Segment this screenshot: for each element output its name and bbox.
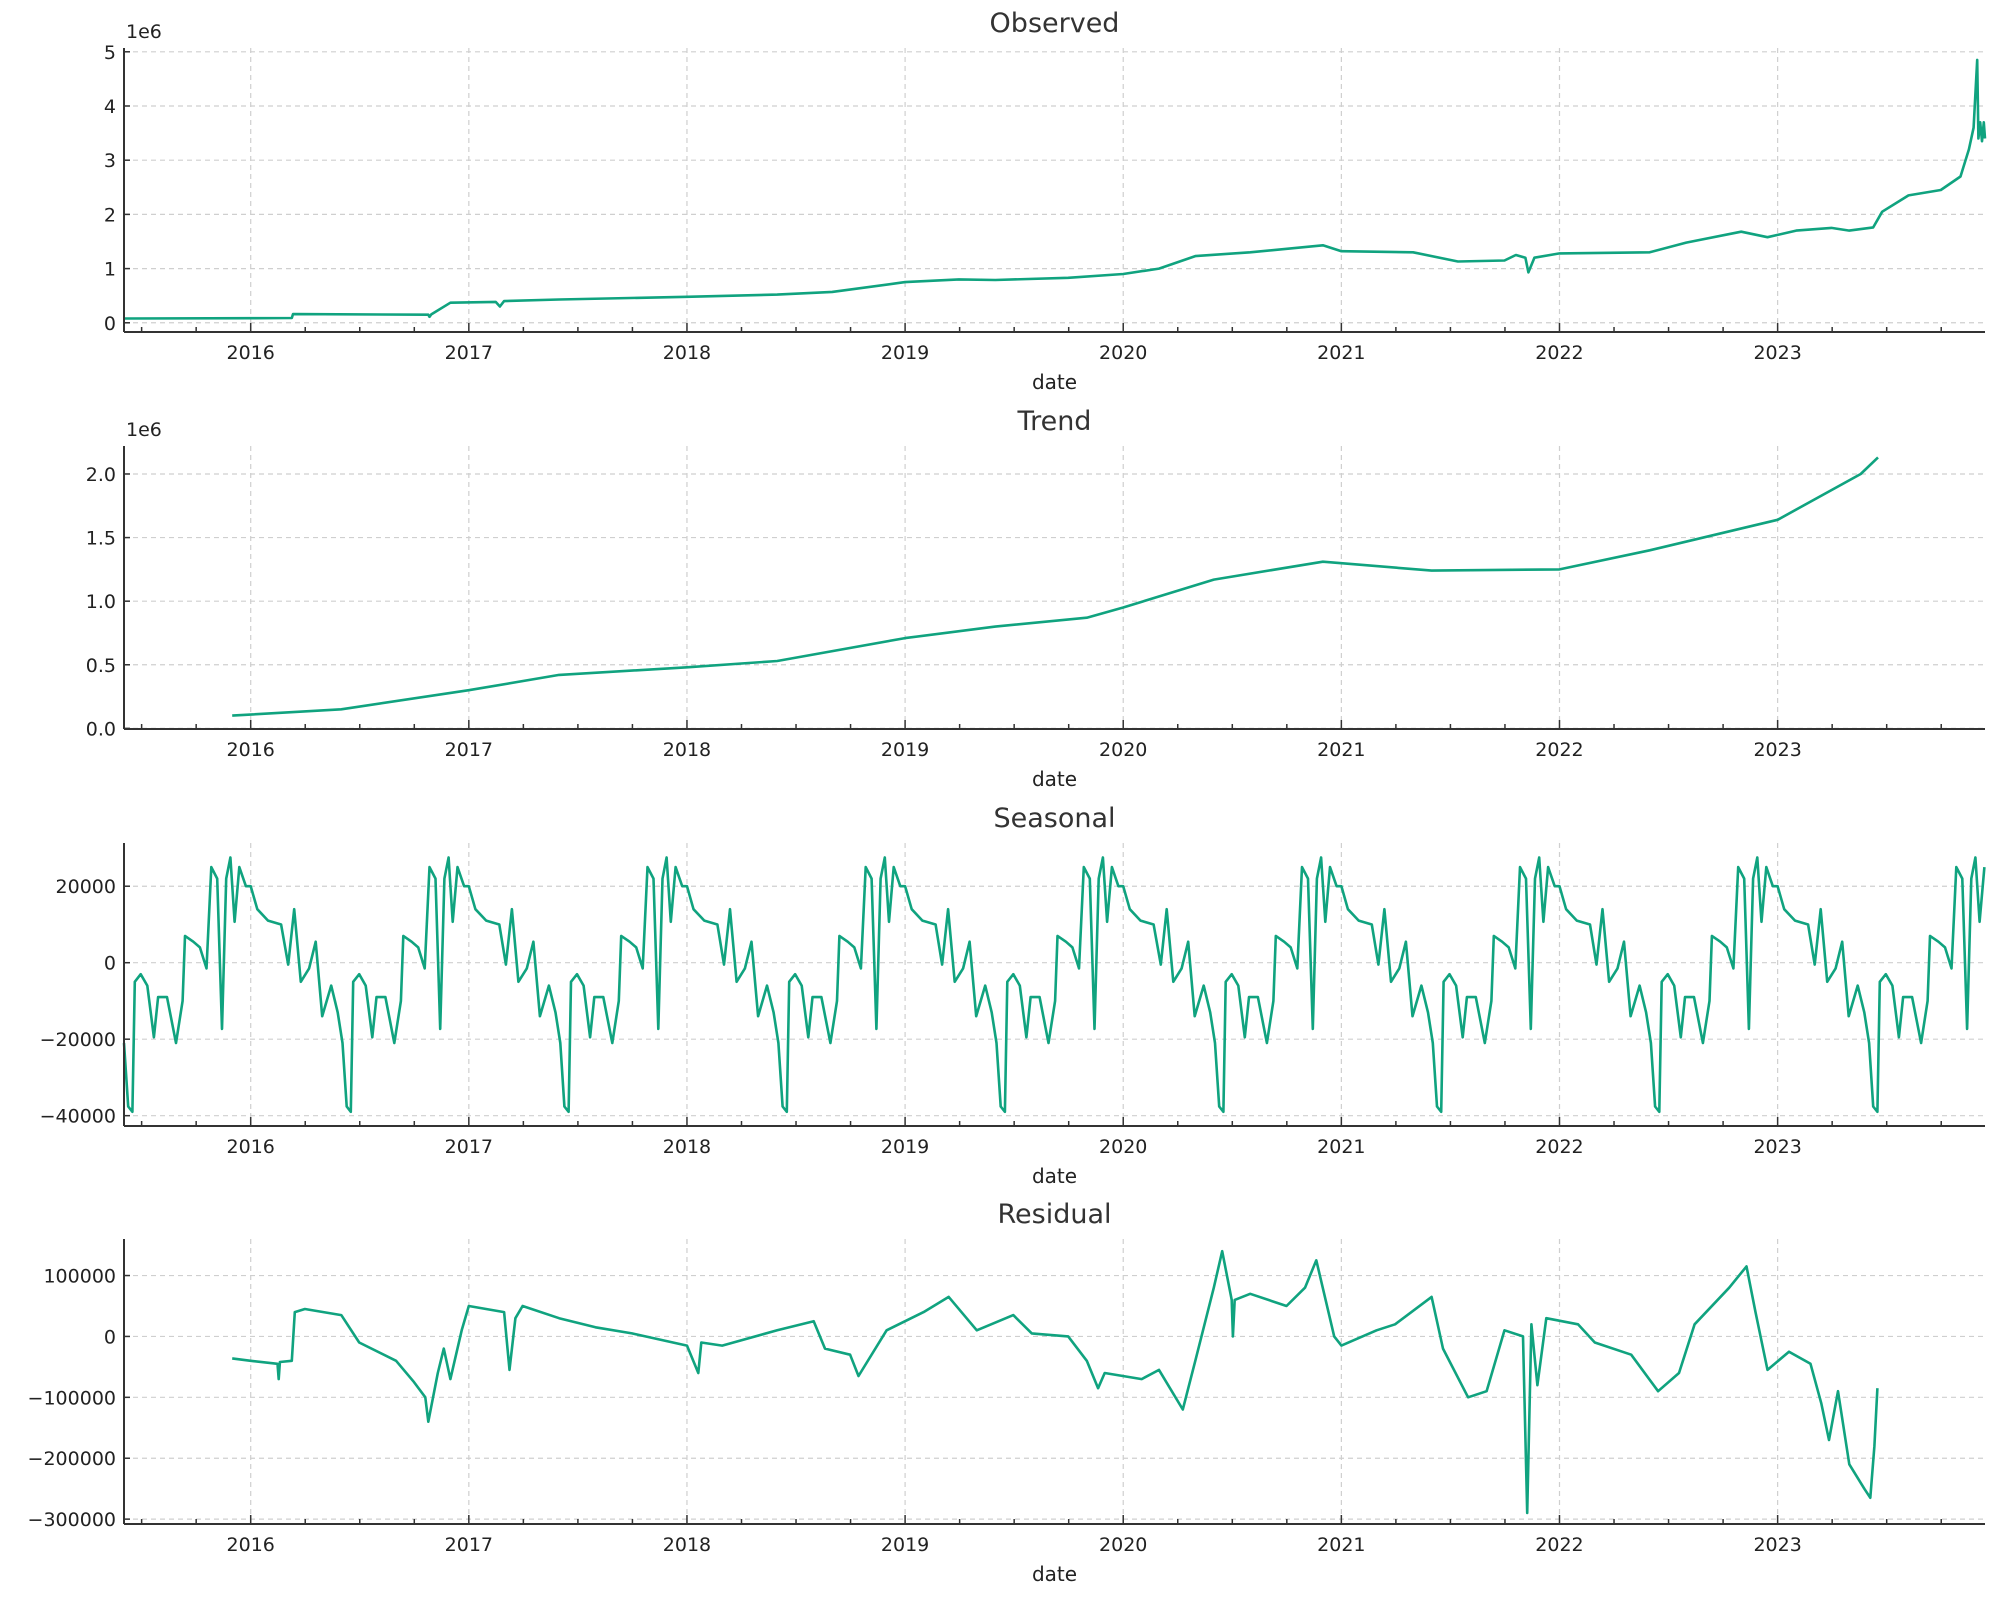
- y-tick-label: 4: [104, 96, 116, 118]
- x-tick-label: 2019: [881, 739, 929, 761]
- x-tick-label: 2020: [1099, 1534, 1147, 1556]
- y-tick-label: 100000: [43, 1266, 116, 1288]
- x-axis-label: date: [1032, 370, 1077, 394]
- x-tick-label: 2022: [1535, 1136, 1583, 1158]
- y-offset-label: 1e6: [126, 419, 162, 441]
- x-tick-label: 2020: [1099, 1136, 1147, 1158]
- x-tick-label: 2023: [1753, 1136, 1801, 1158]
- x-tick-label: 2022: [1535, 342, 1583, 364]
- y-tick-label: 1.0: [86, 591, 116, 613]
- x-tick-label: 2021: [1317, 1136, 1365, 1158]
- x-tick-label: 2016: [227, 739, 275, 761]
- x-tick-label: 2018: [663, 342, 711, 364]
- y-tick-label: 2.0: [86, 464, 116, 486]
- series-line-trend: [232, 456, 1879, 717]
- x-tick-label: 2023: [1753, 342, 1801, 364]
- subplot-trend: 0.0 0.5 1.0 1.5 2.0 2016 2017 2018 2019 2020 2021 2…: [86, 406, 1985, 791]
- y-tick-label: 5: [104, 42, 116, 64]
- x-tick-label: 2022: [1535, 1534, 1583, 1556]
- y-tick-label: 1.5: [86, 528, 116, 550]
- x-tick-label: 2023: [1753, 1534, 1801, 1556]
- subplot-residual: −300000 −200000 −100000 0 100000 2016 2017 2018…: [28, 1199, 1985, 1586]
- subplot-title: Seasonal: [993, 803, 1115, 834]
- x-axis-label: date: [1032, 767, 1077, 791]
- x-tick-label: 2019: [881, 1136, 929, 1158]
- x-axis-label: date: [1032, 1562, 1077, 1586]
- x-tick-label: 2021: [1317, 739, 1365, 761]
- x-tick-label: 2021: [1317, 342, 1365, 364]
- subplot-seasonal: −40000 −20000 0 20000 2016 2017 2018 2019 2020 20…: [40, 803, 1986, 1188]
- y-tick-label: 0: [104, 1326, 116, 1348]
- x-tick-label: 2020: [1099, 342, 1147, 364]
- series-line-observed: [123, 58, 1987, 320]
- x-tick-label: 2017: [445, 739, 493, 761]
- y-tick-label: −20000: [40, 1029, 116, 1051]
- x-axis-label: date: [1032, 1164, 1077, 1188]
- x-tick-label: 2017: [445, 1534, 493, 1556]
- subplot-title: Residual: [997, 1199, 1111, 1230]
- x-tick-label: 2016: [227, 1534, 275, 1556]
- x-tick-label: 2018: [663, 739, 711, 761]
- x-tick-label: 2018: [663, 1136, 711, 1158]
- subplot-observed: 0 1 2 3 4 5 2016 2017 2018 2019 2020 2021 2022 2023 Ob…: [104, 8, 1987, 394]
- y-tick-label: −300000: [28, 1509, 116, 1531]
- series-line-seasonal: [122, 856, 1986, 1114]
- x-tick-label: 2018: [663, 1534, 711, 1556]
- x-tick-label: 2019: [881, 342, 929, 364]
- y-tick-label: −100000: [28, 1387, 116, 1409]
- y-tick-label: 0.5: [86, 655, 116, 677]
- y-tick-label: 0: [104, 953, 116, 975]
- y-tick-label: 20000: [56, 876, 116, 898]
- subplot-title: Trend: [1017, 406, 1092, 437]
- x-tick-label: 2023: [1753, 739, 1801, 761]
- y-tick-label: 3: [104, 150, 116, 172]
- x-tick-label: 2022: [1535, 739, 1583, 761]
- x-tick-label: 2017: [445, 1136, 493, 1158]
- x-tick-label: 2016: [227, 1136, 275, 1158]
- y-tick-label: −200000: [28, 1448, 116, 1470]
- y-tick-label: −40000: [40, 1106, 116, 1128]
- y-tick-label: 0: [104, 313, 116, 335]
- x-tick-label: 2017: [445, 342, 493, 364]
- y-offset-label: 1e6: [126, 21, 162, 43]
- x-tick-label: 2019: [881, 1534, 929, 1556]
- y-tick-label: 0.0: [86, 718, 116, 740]
- x-tick-label: 2020: [1099, 739, 1147, 761]
- subplot-title: Observed: [990, 8, 1120, 39]
- x-tick-label: 2021: [1317, 1534, 1365, 1556]
- x-tick-label: 2016: [227, 342, 275, 364]
- y-tick-label: 1: [104, 259, 116, 281]
- series-line-residual: [232, 1249, 1879, 1515]
- y-tick-label: 2: [104, 204, 116, 226]
